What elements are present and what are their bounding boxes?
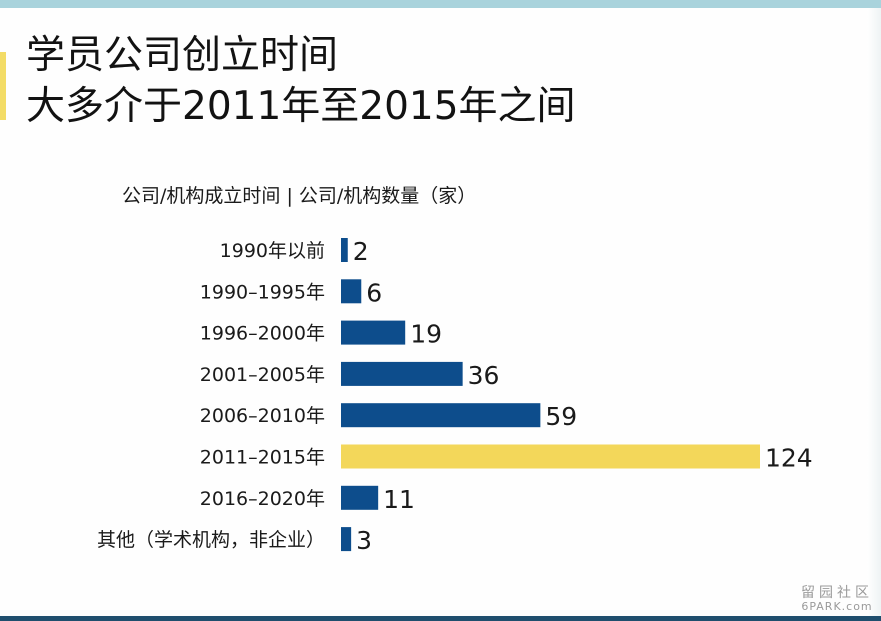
value-label: 6 [366, 278, 382, 307]
bar [341, 485, 379, 510]
watermark-sub: 6PARK.com [801, 599, 873, 613]
value-label: 19 [410, 320, 442, 349]
category-label: 2001–2005年 [200, 364, 325, 386]
category-label: 1996–2000年 [200, 323, 325, 345]
left-accent-bar [0, 52, 6, 120]
bar-highlight [341, 444, 760, 469]
chart-title-line-1: 学员公司创立时间 [26, 33, 339, 78]
category-label: 2006–2010年 [200, 405, 325, 427]
value-label: 124 [765, 444, 813, 473]
value-label: 3 [356, 526, 372, 555]
watermark-main: 留园社区 [801, 584, 873, 601]
bar [341, 361, 463, 386]
right-edge [867, 8, 881, 621]
category-label: 1990–1995年 [200, 281, 325, 303]
chart-header: 公司/机构成立时间 | 公司/机构数量（家） [122, 185, 477, 207]
bar [341, 527, 352, 552]
category-label: 2016–2020年 [200, 488, 325, 510]
value-label: 36 [468, 361, 500, 390]
category-label: 1990年以前 [220, 240, 325, 262]
bar [341, 320, 406, 345]
bar [341, 403, 541, 428]
value-label: 2 [353, 237, 369, 266]
bar [341, 238, 348, 262]
value-label: 11 [383, 485, 415, 514]
category-label: 其他（学术机构，非企业） [97, 529, 325, 551]
value-label: 59 [545, 402, 577, 431]
bottom-strip [0, 616, 881, 621]
bar [341, 279, 362, 304]
chart-title-line-2: 大多介于2011年至2015年之间 [26, 84, 576, 129]
chart-title: 学员公司创立时间 大多介于2011年至2015年之间 [26, 30, 576, 132]
category-label: 2011–2015年 [200, 447, 325, 469]
watermark: 留园社区 6PARK.com [801, 584, 873, 613]
top-strip [0, 0, 881, 8]
